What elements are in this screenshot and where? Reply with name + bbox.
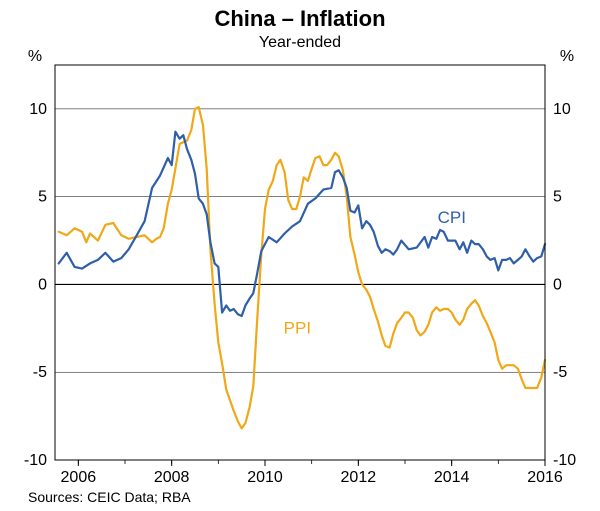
svg-text:%: % bbox=[28, 48, 42, 65]
svg-text:2014: 2014 bbox=[434, 469, 470, 486]
svg-text:-5: -5 bbox=[553, 364, 567, 381]
svg-text:0: 0 bbox=[38, 276, 47, 293]
svg-text:5: 5 bbox=[553, 189, 562, 206]
svg-text:2016: 2016 bbox=[527, 469, 563, 486]
svg-text:2010: 2010 bbox=[247, 469, 283, 486]
svg-text:-10: -10 bbox=[24, 452, 47, 469]
svg-text:10: 10 bbox=[553, 101, 571, 118]
chart-sources: Sources: CEIC Data; RBA bbox=[28, 489, 191, 505]
svg-text:2006: 2006 bbox=[61, 469, 97, 486]
svg-text:PPI: PPI bbox=[284, 319, 311, 338]
chart-plot: %% -10 -10 -5 -5 0 0 5 5 10 10 2006 2008 2010 2012 2014… bbox=[0, 0, 600, 511]
svg-text:-5: -5 bbox=[33, 364, 47, 381]
svg-text:2012: 2012 bbox=[341, 469, 377, 486]
chart-container: China – Inflation Year-ended %%-10-10-5-… bbox=[0, 0, 600, 511]
svg-text:CPI: CPI bbox=[438, 208, 466, 227]
svg-text:2008: 2008 bbox=[154, 469, 190, 486]
svg-text:-10: -10 bbox=[553, 452, 576, 469]
svg-text:0: 0 bbox=[553, 276, 562, 293]
svg-text:5: 5 bbox=[38, 189, 47, 206]
svg-text:%: % bbox=[560, 48, 574, 65]
svg-text:10: 10 bbox=[29, 101, 47, 118]
